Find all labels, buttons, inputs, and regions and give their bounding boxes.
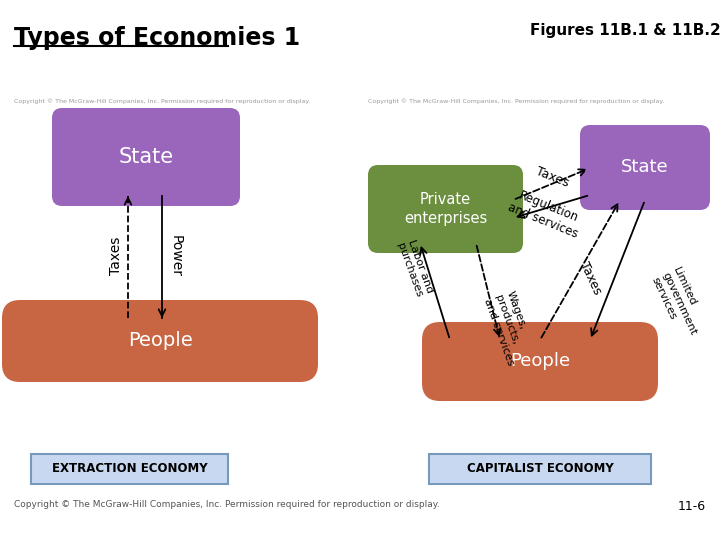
Text: Copyright © The McGraw-Hill Companies, Inc. Permission required for reproduction: Copyright © The McGraw-Hill Companies, I…	[368, 98, 665, 104]
Text: State: State	[621, 159, 669, 177]
Text: Taxes: Taxes	[109, 237, 123, 275]
Text: Power: Power	[169, 235, 183, 277]
FancyBboxPatch shape	[422, 322, 658, 401]
FancyBboxPatch shape	[429, 454, 651, 484]
Text: People: People	[510, 353, 570, 370]
Text: Types of Economies 1: Types of Economies 1	[14, 26, 300, 50]
Text: Taxes: Taxes	[534, 165, 570, 190]
Text: Limited
government
services: Limited government services	[650, 266, 708, 342]
FancyBboxPatch shape	[31, 454, 228, 484]
FancyBboxPatch shape	[2, 300, 318, 382]
Text: 11-6: 11-6	[678, 500, 706, 513]
FancyBboxPatch shape	[52, 108, 240, 206]
Text: Taxes: Taxes	[577, 260, 603, 296]
Text: Copyright © The McGraw-Hill Companies, Inc. Permission required for reproduction: Copyright © The McGraw-Hill Companies, I…	[14, 98, 310, 104]
Text: Copyright © The McGraw-Hill Companies, Inc. Permission required for reproduction: Copyright © The McGraw-Hill Companies, I…	[14, 500, 440, 509]
Text: State: State	[118, 147, 174, 167]
Text: Private
enterprises: Private enterprises	[404, 192, 487, 226]
Text: Regulation
and services: Regulation and services	[506, 187, 586, 241]
Text: Wages,
products,
and services: Wages, products, and services	[482, 289, 538, 367]
Text: CAPITALIST ECONOMY: CAPITALIST ECONOMY	[467, 462, 613, 476]
Text: EXTRACTION ECONOMY: EXTRACTION ECONOMY	[52, 462, 207, 476]
FancyBboxPatch shape	[580, 125, 710, 210]
Text: People: People	[127, 332, 192, 350]
FancyBboxPatch shape	[368, 165, 523, 253]
Text: Figures 11B.1 & 11B.2: Figures 11B.1 & 11B.2	[530, 23, 720, 37]
Text: Labor and
purchases: Labor and purchases	[395, 238, 435, 299]
